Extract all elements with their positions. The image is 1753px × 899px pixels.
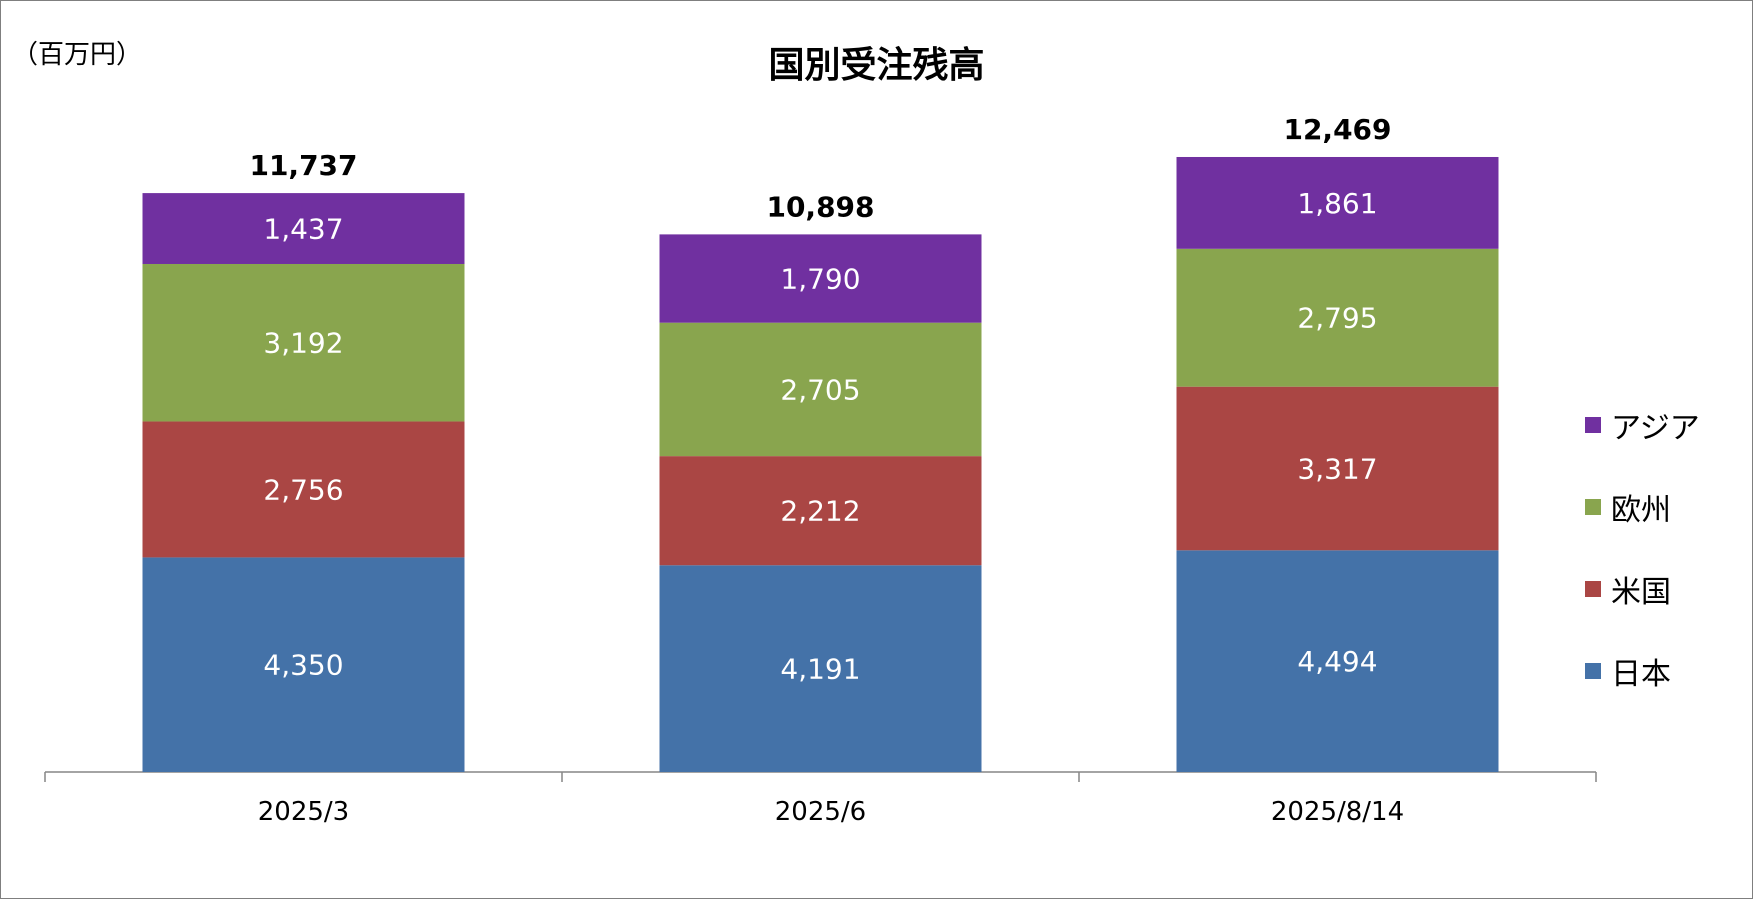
total-value-label: 10,898 xyxy=(766,190,874,223)
bar-segment xyxy=(1176,156,1499,249)
segment-value-label: 3,192 xyxy=(263,327,343,360)
total-value-label: 11,737 xyxy=(249,149,357,182)
legend: アジア 欧州 米国 日本 xyxy=(1585,384,1700,712)
segment-value-label: 4,191 xyxy=(780,653,860,686)
legend-item: アジア xyxy=(1585,384,1700,466)
bar-segment xyxy=(142,557,465,772)
segment-value-label: 4,494 xyxy=(1297,645,1377,678)
total-value-label: 12,469 xyxy=(1283,113,1391,146)
segment-value-label: 2,705 xyxy=(780,373,860,406)
x-axis-category-label: 2025/3 xyxy=(258,797,349,827)
segment-value-label: 2,212 xyxy=(780,495,860,528)
bar-segment xyxy=(142,263,465,422)
legend-label: アジア xyxy=(1611,411,1700,446)
legend-swatch xyxy=(1585,581,1601,597)
legend-label: 米国 xyxy=(1611,575,1671,610)
segment-value-label: 1,861 xyxy=(1297,187,1377,220)
segment-value-label: 1,437 xyxy=(263,213,343,246)
bar-segment xyxy=(142,421,465,558)
bar-segment xyxy=(1176,248,1499,387)
segment-value-label: 1,790 xyxy=(780,263,860,296)
segment-value-label: 4,350 xyxy=(263,649,343,682)
bar-segment xyxy=(659,322,982,457)
legend-swatch xyxy=(1585,663,1601,679)
bar-segment xyxy=(1176,550,1499,772)
unit-label: （百万円） xyxy=(12,40,143,70)
legend-label: 日本 xyxy=(1611,657,1671,692)
legend-item: 米国 xyxy=(1585,548,1700,630)
segment-value-label: 2,795 xyxy=(1297,302,1377,335)
bar-segment xyxy=(659,234,982,323)
legend-item: 日本 xyxy=(1585,630,1700,712)
bar-segment xyxy=(142,193,465,264)
bar-segment xyxy=(659,565,982,772)
x-axis-category-label: 2025/8/14 xyxy=(1271,797,1404,827)
bar-segment xyxy=(659,456,982,566)
legend-item: 欧州 xyxy=(1585,466,1700,548)
legend-swatch xyxy=(1585,417,1601,433)
x-axis-category-label: 2025/6 xyxy=(775,797,866,827)
legend-swatch xyxy=(1585,499,1601,515)
segment-value-label: 2,756 xyxy=(263,473,343,506)
chart-title: 国別受注残高 xyxy=(768,45,985,86)
bar-segment xyxy=(1176,386,1499,551)
legend-label: 欧州 xyxy=(1611,493,1671,528)
segment-value-label: 3,317 xyxy=(1297,452,1377,485)
